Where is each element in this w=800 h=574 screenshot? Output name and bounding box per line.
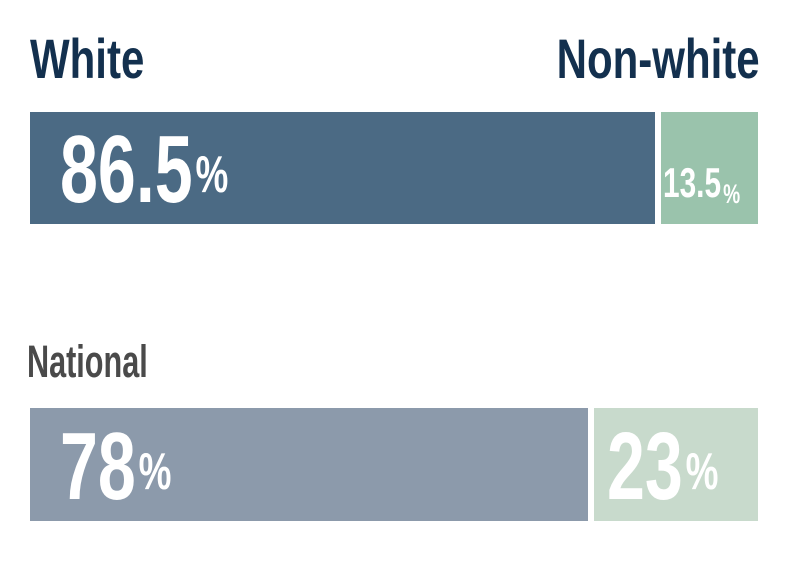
- column-header-white: White: [30, 27, 145, 90]
- value-label-top-white: 86.5%: [60, 122, 228, 218]
- column-header-non-white: Non-white: [557, 27, 760, 90]
- percent-sign: %: [722, 179, 740, 209]
- value-number: 23: [606, 413, 683, 520]
- value-label-national-white: 78%: [60, 419, 171, 515]
- value-number: 78: [60, 413, 136, 520]
- bar-segment-top-nonwhite: 13.5%: [660, 112, 758, 224]
- percent-sign: %: [195, 146, 229, 204]
- bar-row-top: 86.5% 13.5%: [30, 112, 758, 224]
- bar-segment-top-white: 86.5%: [30, 112, 655, 224]
- value-label-national-nonwhite: 23%: [607, 419, 718, 515]
- percent-sign: %: [138, 443, 172, 501]
- bar-row-national: 78% 23%: [30, 408, 758, 521]
- value-label-top-nonwhite: 13.5%: [662, 159, 740, 208]
- value-number: 86.5: [60, 116, 193, 223]
- percent-sign: %: [685, 443, 719, 501]
- row-label-national: National: [27, 336, 148, 387]
- bar-segment-national-nonwhite: 23%: [593, 408, 758, 521]
- bar-segment-national-white: 78%: [30, 408, 588, 521]
- value-number: 13.5: [662, 159, 721, 206]
